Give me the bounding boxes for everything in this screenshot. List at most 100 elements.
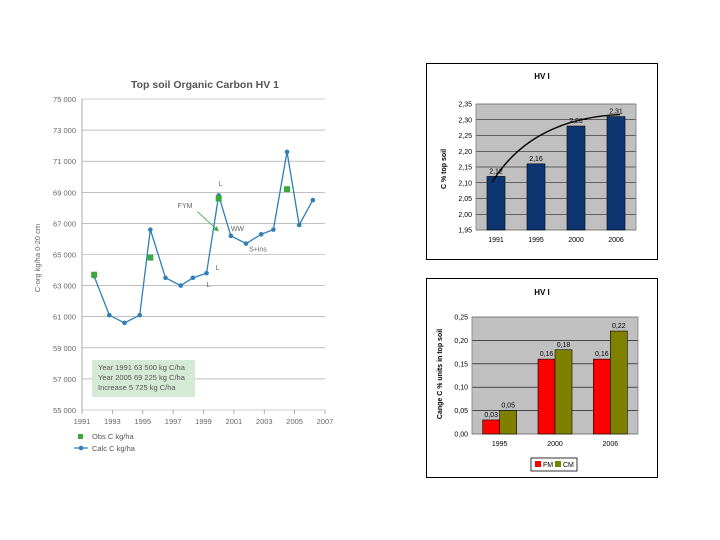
chart3-x-tick-label: 2006 — [603, 441, 619, 448]
chart3-y-tick-label: 0,25 — [454, 315, 468, 322]
chart2-title: HV I — [534, 72, 550, 81]
chart2-x-tick-label: 2000 — [568, 237, 584, 244]
hv1-c-percent-bar-chart: HV I C % top soil 1,95 2,00 2,05 2,10 2,15 2,… — [426, 63, 658, 260]
chart3-bar-cm — [610, 330, 628, 435]
chart2-y-tick-label: 2,35 — [458, 102, 472, 109]
chart1-y-tick-label: 59 000 — [53, 344, 76, 353]
calc-c-point — [163, 275, 168, 281]
chart1-y-tick-label: 67 000 — [53, 219, 76, 228]
chart2-trendline — [491, 113, 621, 183]
chart2-x-tick-label: 1995 — [528, 237, 544, 244]
legend-fm-marker — [535, 461, 541, 467]
chart2-y-axis-label: C % top soil — [441, 149, 448, 189]
legend-cm-label: CM — [563, 462, 574, 469]
annotation-fym: FYM — [178, 203, 193, 210]
chart3-x-ticks: 1995 2000 2006 — [492, 441, 618, 448]
chart1-x-tick-label: 1991 — [74, 417, 91, 426]
chart3-data-label: 0,18 — [557, 342, 571, 349]
hv1-change-c-bar-chart: HV I Cange C % units in top soil 0,00 0,0… — [426, 278, 658, 478]
calc-c-point — [204, 270, 209, 276]
chart2-y-tick-label: 2,20 — [458, 149, 472, 156]
chart1-y-tick-label: 69 000 — [53, 188, 76, 197]
chart3-data-label: 0,22 — [612, 323, 626, 330]
calc-c-point — [178, 283, 184, 288]
calc-c-point — [190, 275, 196, 281]
chart3-legend: FM CM — [530, 457, 578, 472]
chart3-data-label: 0,16 — [540, 351, 554, 358]
calc-c-point — [148, 227, 153, 232]
obs-c-point — [91, 271, 98, 278]
chart1-y-axis-label: C-org kg/ha 0-20 cm — [33, 224, 42, 292]
chart2-x-tick-label: 2006 — [608, 237, 624, 244]
annotation-l2: L — [216, 265, 220, 272]
chart2-bar — [526, 163, 546, 231]
chart3-bar-cm — [554, 349, 573, 435]
annotation-ww: WW — [231, 226, 245, 233]
chart3-y-tick-label: 0,00 — [454, 432, 468, 439]
chart2-x-ticks: 1991 1995 2000 2006 — [488, 237, 624, 244]
organic-carbon-line-chart: Top soil Organic Carbon HV 1 C-org kg/ha… — [33, 79, 334, 453]
chart2-y-tick-label: 2,10 — [458, 180, 472, 187]
chart1-title: Top soil Organic Carbon HV 1 — [131, 79, 279, 91]
calc-c-line — [93, 151, 314, 324]
chart1-legend: Obs C kg/ha Calc C kg/ha — [74, 432, 136, 453]
obs-c-point — [284, 186, 291, 193]
chart1-y-tick-label: 73 000 — [53, 126, 76, 135]
chart1-x-tick-label: 1995 — [134, 417, 151, 426]
calc-c-point — [228, 233, 234, 239]
note-line-2: Year 2005 69 225 kg C/ha — [98, 373, 186, 382]
chart2-bars: 2,122,162,282,31 — [486, 109, 626, 231]
calc-c-point — [258, 231, 264, 237]
chart2-plot-border — [475, 103, 637, 231]
chart2-y-tick-label: 2,15 — [458, 165, 472, 172]
chart1-series — [91, 149, 316, 326]
calc-c-point — [271, 227, 276, 232]
note-line-1: Year 1991 63 500 kg C/ha — [98, 363, 186, 372]
chart1-y-ticks: 55 000 57 000 59 000 61 000 63 000 65 000 67 0… — [53, 95, 76, 415]
chart1-y-tick-label: 71 000 — [53, 157, 76, 166]
chart3-y-axis-label: Cange C % units in top soil — [437, 329, 444, 419]
annotation-fym-arrowhead — [213, 226, 219, 232]
chart3-y-tick-label: 0,20 — [454, 338, 468, 345]
note-line-3: Increase 5 725 kg C/ha — [98, 383, 176, 392]
chart2-bar — [606, 116, 626, 231]
chart2-y-tick-label: 2,05 — [458, 196, 472, 203]
chart2-y-tick-label: 2,25 — [458, 133, 472, 140]
chart3-x-tick-label: 2000 — [547, 441, 563, 448]
chart3-data-label: 0,16 — [595, 351, 609, 358]
chart2-data-label: 2,31 — [609, 109, 623, 116]
annotation-l1: L — [219, 181, 223, 188]
chart2-x-tick-label: 1991 — [488, 237, 504, 244]
chart1-x-tick-label: 1997 — [165, 417, 182, 426]
chart1-x-ticks: 1991 1993 1995 1997 1999 2001 2003 2005 2007 — [74, 410, 334, 426]
chart1-y-tick-label: 75 000 — [53, 95, 76, 104]
chart1-x-tick-label: 2001 — [226, 417, 243, 426]
chart2-data-label: 2,12 — [489, 168, 503, 175]
chart1-x-tick-label: 2007 — [317, 417, 334, 426]
chart2-y-tick-label: 2,00 — [458, 212, 472, 219]
chart2-bar — [566, 125, 586, 231]
chart3-y-ticks: 0,00 0,05 0,10 0,15 0,20 0,25 — [454, 315, 468, 439]
chart1-note-box: Year 1991 63 500 kg C/ha Year 2005 69 22… — [92, 360, 195, 397]
chart1-y-tick-label: 61 000 — [53, 313, 76, 322]
chart1-y-tick-label: 55 000 — [53, 406, 76, 415]
calc-c-point — [107, 312, 112, 318]
chart3-bar-fm — [593, 358, 611, 435]
annotation-l3: L — [207, 282, 211, 289]
calc-c-point — [122, 320, 127, 326]
calc-c-point — [310, 197, 316, 203]
chart3-y-tick-label: 0,15 — [454, 361, 468, 368]
chart3-bar-fm — [537, 358, 556, 435]
calc-c-point — [243, 241, 249, 246]
obs-c-point — [147, 254, 154, 261]
chart1-x-tick-label: 2003 — [256, 417, 273, 426]
chart3-title: HV I — [534, 288, 550, 297]
chart3-data-label: 0,03 — [484, 412, 498, 419]
chart2-y-tick-label: 1,95 — [458, 228, 472, 235]
chart3-y-tick-label: 0,05 — [454, 408, 468, 415]
calc-c-point — [296, 222, 302, 228]
legend-calc-marker — [78, 445, 84, 451]
chart2-bar — [486, 176, 506, 231]
chart2-y-ticks: 1,95 2,00 2,05 2,10 2,15 2,20 2,25 2,30 2,35 — [458, 102, 472, 235]
chart3-bar-fm — [482, 419, 500, 435]
